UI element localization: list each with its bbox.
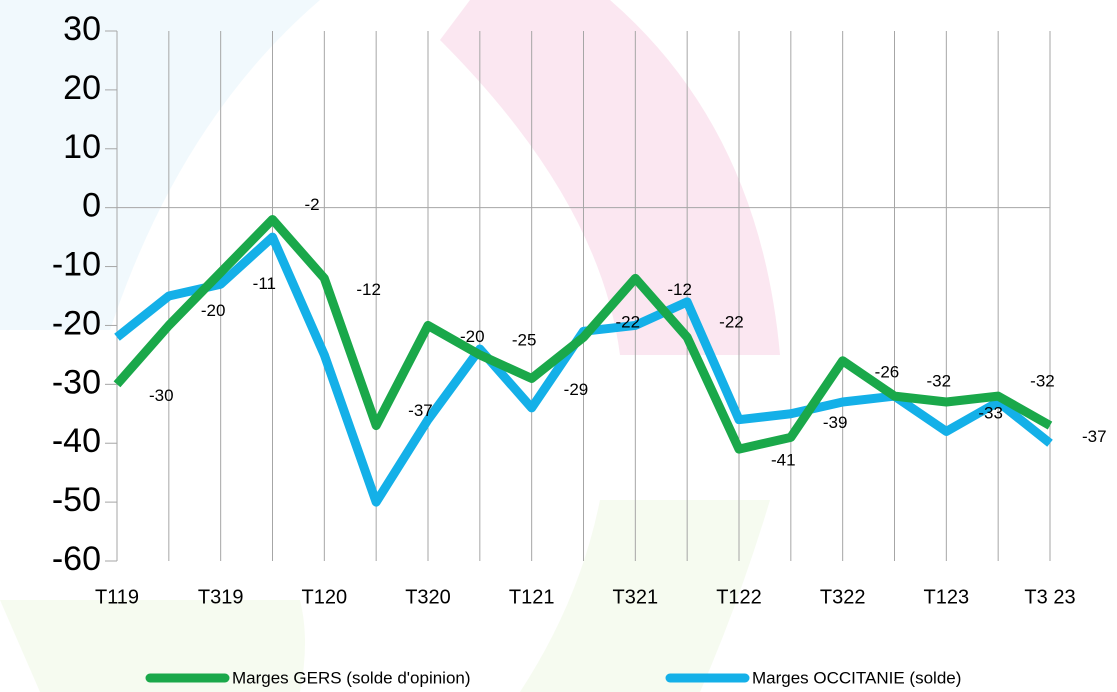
series-line bbox=[113, 214, 1053, 454]
data-label: -30 bbox=[149, 386, 174, 405]
y-tick-label: -60 bbox=[52, 540, 101, 578]
data-label: -33 bbox=[978, 403, 1003, 422]
x-tick-label: T322 bbox=[820, 586, 866, 608]
data-label: -39 bbox=[823, 413, 848, 432]
data-label: -11 bbox=[253, 274, 276, 293]
x-tick-label: T119 bbox=[95, 586, 139, 608]
x-tick-label: T321 bbox=[613, 586, 659, 608]
y-tick-label: -50 bbox=[52, 481, 101, 519]
x-tick-label: T3 23 bbox=[1024, 586, 1075, 608]
x-tick-label: T120 bbox=[302, 586, 348, 608]
y-tick-label: -30 bbox=[52, 363, 101, 401]
x-tick-label: T320 bbox=[405, 586, 451, 608]
data-label: -37 bbox=[408, 401, 433, 420]
legend-label: Marges GERS (solde d'opinion) bbox=[232, 668, 471, 687]
y-tick-label: 0 bbox=[82, 187, 101, 225]
y-tick-label: 20 bbox=[63, 69, 101, 107]
data-label: -12 bbox=[667, 280, 692, 299]
x-tick-label: T122 bbox=[716, 586, 762, 608]
data-label: -41 bbox=[771, 451, 796, 470]
legend-label: Marges OCCITANIE (solde) bbox=[752, 668, 961, 687]
data-label: -20 bbox=[460, 327, 485, 346]
data-label: -20 bbox=[201, 301, 226, 320]
y-tick-label: -40 bbox=[52, 422, 101, 460]
x-tick-label: T123 bbox=[924, 586, 970, 608]
x-tick-label: T121 bbox=[509, 586, 555, 608]
data-label: -32 bbox=[927, 372, 952, 391]
data-label: -37 bbox=[1082, 427, 1107, 446]
x-tick-label: T319 bbox=[198, 586, 244, 608]
y-tick-label: 10 bbox=[63, 128, 101, 166]
y-tick-label: -20 bbox=[52, 304, 101, 342]
y-tick-label: -10 bbox=[52, 246, 101, 284]
data-label: -25 bbox=[512, 330, 537, 349]
data-label: -29 bbox=[564, 380, 589, 399]
data-label: -22 bbox=[719, 313, 744, 332]
background-decoration bbox=[0, 0, 780, 692]
data-label: -32 bbox=[1030, 372, 1055, 391]
data-label: -2 bbox=[305, 195, 320, 214]
data-label: -26 bbox=[875, 362, 900, 381]
data-label: -12 bbox=[356, 280, 381, 299]
y-tick-label: 30 bbox=[63, 10, 101, 48]
data-label: -22 bbox=[616, 313, 641, 332]
